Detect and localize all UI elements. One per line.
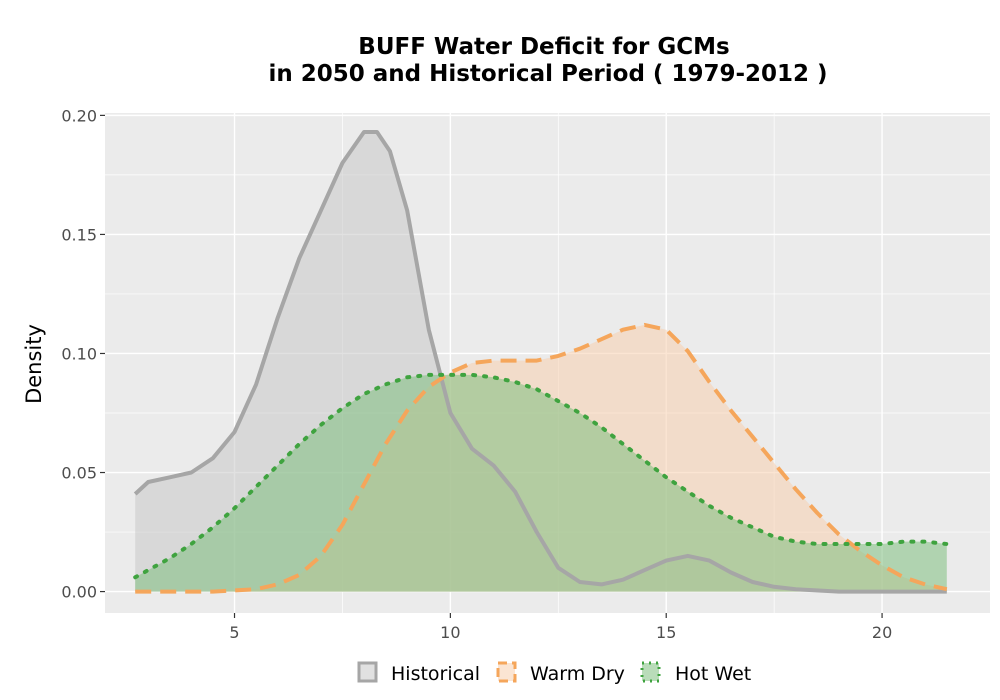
y-axis: 0.00 0.05 0.10 0.15 0.20 bbox=[61, 106, 105, 602]
legend-key-hot-wet bbox=[640, 661, 661, 683]
y-tick-label: 0.15 bbox=[61, 225, 97, 244]
line-historical bbox=[133, 130, 947, 594]
legend-swatch bbox=[357, 661, 378, 683]
chart-title: BUFF Water Deficit for GCMs in 2050 and … bbox=[268, 34, 827, 87]
chart-title-line-1: BUFF Water Deficit for GCMs bbox=[358, 34, 729, 60]
legend-key-historical bbox=[357, 661, 378, 683]
line-warm-dry bbox=[135, 322, 948, 594]
x-tick-label: 20 bbox=[872, 623, 892, 642]
y-tick-label: 0.05 bbox=[61, 464, 97, 483]
density-areas bbox=[135, 132, 947, 592]
legend: Historical Warm Dry Hot Wet bbox=[357, 661, 751, 685]
area-hot-wet bbox=[135, 374, 947, 592]
line-hot-wet bbox=[133, 372, 949, 580]
legend-label: Historical bbox=[391, 663, 480, 685]
x-tick-label: 5 bbox=[229, 623, 239, 642]
legend-key-warm-dry bbox=[496, 661, 517, 683]
y-tick-label: 0.00 bbox=[61, 583, 97, 602]
legend-label: Hot Wet bbox=[675, 663, 751, 685]
legend-swatch bbox=[640, 661, 661, 683]
legend-label: Warm Dry bbox=[530, 663, 625, 685]
x-axis: 5 10 15 20 bbox=[229, 613, 892, 642]
y-tick-label: 0.20 bbox=[61, 106, 97, 125]
chart-title-line-2: in 2050 and Historical Period ( 1979-201… bbox=[268, 61, 827, 87]
x-tick-label: 15 bbox=[656, 623, 676, 642]
density-lines bbox=[133, 130, 949, 594]
y-axis-title: Density bbox=[22, 324, 46, 404]
legend-swatch bbox=[496, 661, 517, 683]
y-tick-label: 0.10 bbox=[61, 344, 97, 363]
x-tick-label: 10 bbox=[440, 623, 460, 642]
